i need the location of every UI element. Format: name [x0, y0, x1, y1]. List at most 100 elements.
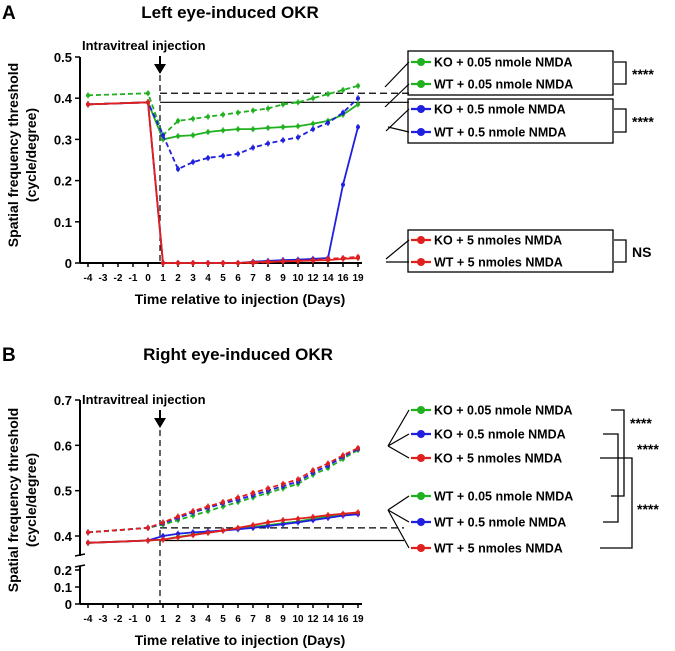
panel-a-ylabel-line2: (cycle/degree)	[23, 108, 39, 202]
panel-a-significance-label: NS	[632, 244, 651, 260]
panel-a-x-tick-label: 14	[322, 273, 334, 284]
panel-b-legend-leader	[387, 445, 410, 459]
panel-a-x-tick-label: 5	[220, 273, 226, 284]
panel-b-y-tick-label: 0.1	[54, 580, 72, 595]
panel-a-data-point	[311, 96, 315, 101]
panel-a-x-tick-label: 0	[145, 273, 151, 284]
panel-a-data-point	[161, 261, 165, 265]
panel-a-data-point	[251, 127, 255, 132]
panel-b-series-line	[87, 511, 359, 544]
panel-a-legend-label: KO + 5 nmoles NMDA	[434, 234, 562, 248]
panel-a-data-point	[341, 256, 345, 261]
panel-a-data-point	[326, 120, 330, 125]
panel-b-x-tick-label: 8	[265, 614, 271, 625]
panel-b-significance-label: ****	[637, 441, 659, 457]
panel-a-x-tick-label: -4	[84, 273, 93, 284]
panel-b-legend-swatch-marker	[417, 492, 425, 500]
panel-b-axis-break-mark	[74, 564, 86, 568]
panel-b-x-tick-label: 2	[175, 614, 181, 625]
panel-b-data-point	[266, 524, 270, 529]
panel-b-plot: 0.40.50.60.700.10.2-4 -3 -2 -1 0 1 2 3 4 5 6 7 8 9 10 1…	[54, 393, 659, 625]
panel-b-legend-swatch-marker	[417, 454, 425, 462]
panel-a-data-point	[341, 87, 345, 92]
panel-b-data-point	[86, 540, 90, 545]
panel-a-data-point	[266, 125, 270, 130]
panel-a-legend-label: KO + 0.5 nmole NMDA	[434, 103, 566, 117]
panel-a-data-point	[281, 102, 285, 107]
panel-a-data-point	[251, 108, 255, 113]
panel-a-data-point	[176, 118, 180, 123]
panel-b-data-point	[356, 510, 360, 515]
panel-b-data-point	[281, 518, 285, 523]
panel-b-data-point	[311, 518, 315, 523]
panel-a-legend-leader	[385, 239, 410, 260]
panel-a-legend-leader	[384, 83, 410, 108]
panel-a-x-tick-label: 8	[265, 273, 271, 284]
panel-a-series-line	[87, 84, 359, 137]
panel-b-x-tick-label: -4	[84, 614, 93, 625]
panel-a-legend-leader	[384, 61, 410, 88]
panel-a-significance-label: ****	[632, 66, 654, 82]
panel-a-y-tick-label: 0.1	[54, 215, 72, 230]
panel-a-data-point	[311, 121, 315, 126]
panel-a-data-point	[356, 96, 360, 101]
panel-a-x-tick-label: 1	[160, 273, 166, 284]
panel-b-data-point	[176, 535, 180, 540]
panel-b-y-tick-label: 0.7	[54, 393, 72, 408]
panel-a-legend-swatch-marker	[417, 128, 425, 136]
panel-b-data-point	[341, 511, 345, 516]
panel-a-ylabel-line1: Spatial frequency threshold	[5, 63, 21, 247]
panel-a-data-point	[356, 256, 360, 261]
panel-b-legend-leader	[387, 509, 410, 523]
panel-b-injection-label: Intravitreal injection	[82, 392, 206, 407]
panel-a-significance-bracket	[614, 61, 627, 85]
panel-a-data-point	[341, 110, 345, 115]
panel-b-legend-label: WT + 5 nmoles NMDA	[434, 542, 563, 556]
panel-a-data-point	[326, 258, 330, 263]
panel-b-significance-label: ****	[637, 501, 659, 517]
panel-b-x-tick-label: 4	[205, 614, 211, 625]
panel-letter-a: A	[2, 3, 16, 24]
panel-a-injection-label: Intravitreal injection	[82, 38, 206, 53]
panel-a-significance-bracket	[614, 108, 627, 133]
panel-a-data-point	[311, 127, 315, 132]
panel-b-significance-bracket	[603, 433, 619, 523]
panel-b-y-tick-label: 0.5	[54, 484, 72, 499]
panel-b-data-point	[146, 525, 150, 530]
panel-b-data-point	[191, 509, 195, 514]
panel-b-data-point	[146, 538, 150, 543]
panel-a-data-point	[236, 151, 240, 156]
panel-a-y-tick-label: 0.5	[54, 50, 72, 65]
panel-b-data-point	[236, 525, 240, 530]
panel-b-legend-leader	[387, 509, 410, 549]
panel-b-data-point	[281, 481, 285, 486]
panel-b-x-tick-label: -3	[99, 614, 108, 625]
panel-a-data-point	[176, 167, 180, 172]
panel-a-y-tick-label: 0.4	[54, 91, 73, 106]
panel-a-legend-label: WT + 0.05 nmole NMDA	[434, 78, 573, 92]
panel-a-data-point	[176, 134, 180, 139]
panel-b-data-point	[221, 528, 225, 533]
panel-a-data-point	[206, 155, 210, 160]
panel-a-data-point	[356, 102, 360, 107]
panel-b-data-point	[341, 453, 345, 458]
panel-a-data-point	[296, 258, 300, 263]
panel-a-data-point	[296, 100, 300, 105]
panel-a-data-point	[86, 102, 90, 107]
panel-a-data-point	[266, 259, 270, 264]
panel-letter-b: B	[2, 345, 16, 366]
panel-a-x-tick-label: 19	[352, 273, 364, 284]
panel-a-significance-bracket	[614, 239, 627, 263]
panel-a-x-tick-label: 2	[175, 273, 181, 284]
panel-b-x-tick-label: 9	[280, 614, 286, 625]
panel-b-legend-leader	[387, 409, 410, 447]
panel-a-data-point	[281, 259, 285, 264]
panel-b-x-tick-label: 5	[220, 614, 226, 625]
panel-a-data-point	[206, 261, 210, 265]
panel-a-series-line	[87, 101, 359, 264]
panel-b-data-point	[206, 504, 210, 509]
panel-a-legend-swatch-marker	[417, 58, 425, 66]
panel-a-xlabel: Time relative to injection (Days)	[135, 291, 346, 307]
panel-a-data-point	[356, 125, 360, 130]
panel-b-data-point	[206, 509, 210, 514]
